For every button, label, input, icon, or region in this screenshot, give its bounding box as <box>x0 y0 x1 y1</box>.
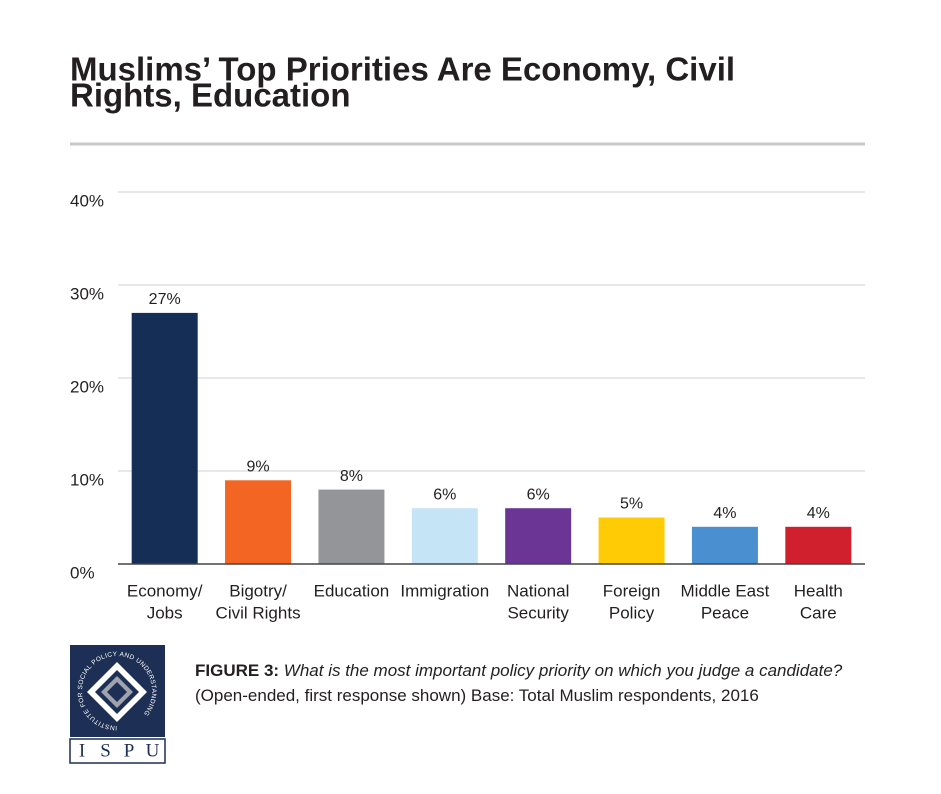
y-tick-label: 40% <box>70 191 104 210</box>
caption-box: FIGURE 3: What is the most important pol… <box>195 658 875 708</box>
bar <box>225 480 292 564</box>
value-label: 8% <box>340 468 363 485</box>
caption-note: (Open-ended, first response shown) Base:… <box>195 686 759 705</box>
logo-letter: S <box>100 740 111 761</box>
value-label: 5% <box>620 496 643 513</box>
bar <box>318 489 385 564</box>
logo-letter-box <box>69 738 166 764</box>
bar <box>505 508 572 564</box>
caption: FIGURE 3: What is the most important pol… <box>195 658 875 708</box>
value-label: 6% <box>527 486 550 503</box>
bar <box>131 312 198 564</box>
x-tick-label: Bigotry/ <box>229 581 287 600</box>
bar <box>785 526 852 564</box>
y-tick-label: 10% <box>70 470 104 489</box>
value-label: 4% <box>807 505 830 522</box>
x-tick-label: Foreign <box>603 581 661 600</box>
value-label: 9% <box>247 459 270 476</box>
x-tick-label: Policy <box>609 603 655 622</box>
x-tick-label: Middle East <box>681 581 770 600</box>
logo-diamond <box>107 682 127 702</box>
logo-letter: U <box>146 740 160 761</box>
x-tick-label: Care <box>800 603 837 622</box>
caption-question: What is the most important policy priori… <box>283 661 843 680</box>
value-label: 4% <box>713 505 736 522</box>
chart-title: Rights, Education <box>70 77 351 114</box>
y-tick-label: 0% <box>70 563 95 582</box>
logo-letter: P <box>124 740 135 761</box>
x-tick-label: Security <box>507 603 569 622</box>
x-tick-label: Jobs <box>147 603 183 622</box>
bar <box>411 508 478 564</box>
bar <box>598 517 665 564</box>
x-tick-label: Immigration <box>400 581 489 600</box>
x-tick-label: Health <box>794 581 843 600</box>
bar <box>691 526 758 564</box>
value-label: 6% <box>433 486 456 503</box>
logo-letter: I <box>79 740 85 761</box>
chart-title: Muslims’ Top Priorities Are Economy, Civ… <box>70 51 735 88</box>
y-tick-label: 30% <box>70 284 104 303</box>
x-tick-label: National <box>507 581 569 600</box>
value-label: 27% <box>149 291 181 308</box>
y-tick-label: 20% <box>70 377 104 396</box>
x-tick-label: Civil Rights <box>216 603 301 622</box>
x-tick-label: Economy/ <box>127 581 203 600</box>
x-tick-label: Education <box>314 581 390 600</box>
caption-label: FIGURE 3: <box>195 661 280 680</box>
x-tick-label: Peace <box>701 603 749 622</box>
logo: INSTITUTE FOR SOCIAL POLICY AND UNDERSTA… <box>69 645 166 764</box>
